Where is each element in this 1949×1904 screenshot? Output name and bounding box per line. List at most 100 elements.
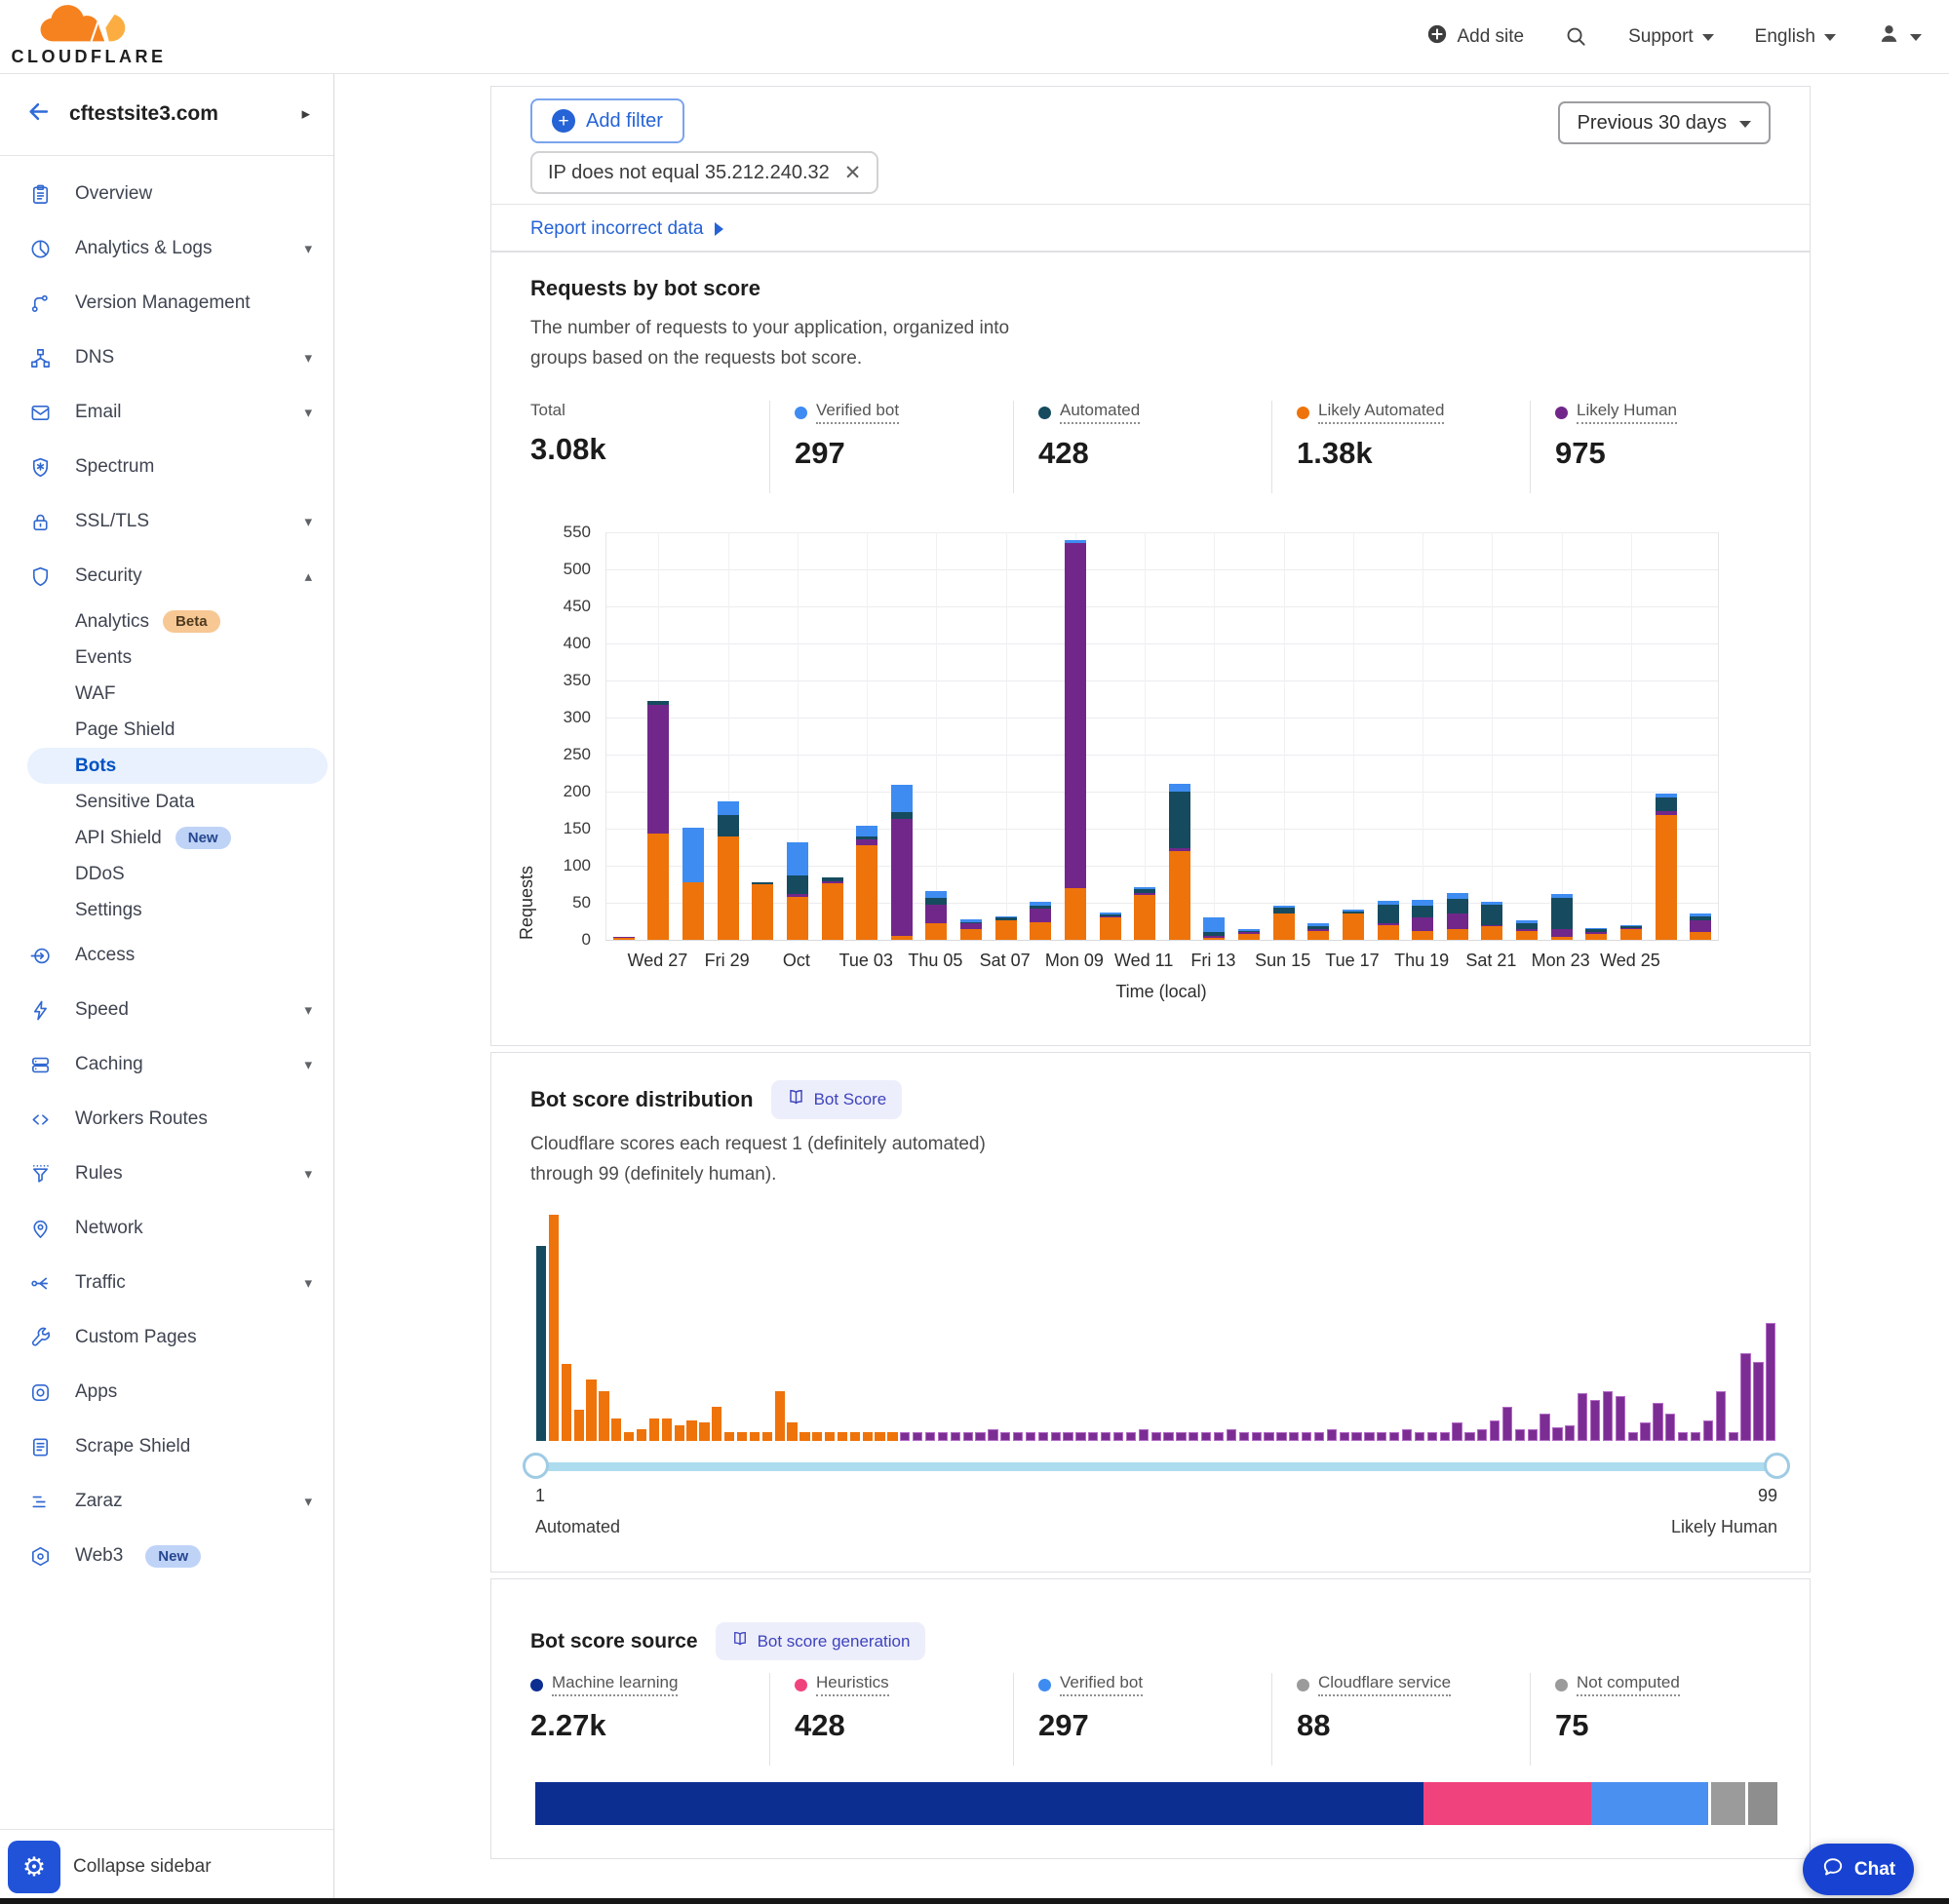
sidebar-item-label: Scrape Shield: [75, 1436, 190, 1457]
bot-score-distribution-card: Bot score distribution Bot Score Cloudfl…: [490, 1052, 1811, 1573]
report-incorrect-data-link[interactable]: Report incorrect data: [530, 218, 703, 240]
sidebar-item-dns[interactable]: DNS▾: [0, 330, 333, 385]
site-name[interactable]: cftestsite3.com: [69, 102, 284, 126]
close-icon[interactable]: ✕: [844, 163, 862, 183]
date-range-select[interactable]: Previous 30 days: [1558, 101, 1771, 144]
back-arrow-icon[interactable]: [25, 98, 52, 130]
sidebar-item-ssl-tls[interactable]: SSL/TLS▾: [0, 494, 333, 549]
screen-bottom-edge: [0, 1898, 1949, 1904]
sidebar-item-workers-routes[interactable]: Workers Routes: [0, 1092, 333, 1146]
card-title: Bot score distribution: [530, 1087, 754, 1112]
slider-handle-max[interactable]: [1764, 1453, 1790, 1479]
language-menu[interactable]: English: [1755, 26, 1836, 48]
sidebar-item-version-management[interactable]: Version Management: [0, 276, 333, 330]
stacked-bar: [1585, 928, 1607, 940]
bot-score-badge[interactable]: Bot Score: [771, 1080, 903, 1119]
bar-segment-likely-automated: [1134, 895, 1155, 940]
chevron-down-icon: ▾: [304, 1001, 312, 1019]
bar-segment-likely-automated: [1343, 913, 1364, 940]
sidebar-item-waf[interactable]: WAF: [0, 676, 333, 712]
sidebar-item-security[interactable]: Security▴: [0, 549, 333, 603]
bar-segment-likely-automated: [856, 845, 877, 940]
bot-score-generation-badge[interactable]: Bot score generation: [716, 1622, 926, 1660]
filter-chip[interactable]: IP does not equal 35.212.240.32 ✕: [530, 151, 878, 194]
histogram-bar: [686, 1420, 696, 1441]
stat-likely-automated: Likely Automated1.38k: [1271, 401, 1530, 493]
code-icon: [29, 1107, 53, 1131]
bot-score-histogram: [535, 1215, 1777, 1441]
sidebar-item-apps[interactable]: Apps: [0, 1365, 333, 1419]
sidebar-item-spectrum[interactable]: Spectrum: [0, 440, 333, 494]
sidebar-item-traffic[interactable]: Traffic▾: [0, 1256, 333, 1310]
sidebar-item-label: Settings: [75, 900, 142, 921]
sidebar-item-custom-pages[interactable]: Custom Pages: [0, 1310, 333, 1365]
histogram-bar: [1063, 1432, 1072, 1441]
histogram-bar: [1665, 1414, 1675, 1441]
sidebar-item-settings[interactable]: Settings: [0, 892, 333, 928]
histogram-bar: [1628, 1432, 1638, 1441]
sidebar-item-overview[interactable]: Overview: [0, 167, 333, 221]
sidebar-item-ddos[interactable]: DDoS: [0, 856, 333, 892]
sidebar-item-rules[interactable]: Rules▾: [0, 1146, 333, 1201]
histogram-bar: [724, 1432, 734, 1441]
bar-segment-likely-automated: [1656, 815, 1677, 940]
support-menu[interactable]: Support: [1628, 26, 1714, 48]
add-site-button[interactable]: Add site: [1426, 23, 1524, 51]
bar-segment-likely-automated: [995, 920, 1017, 940]
bar-segment-likely-automated: [1378, 925, 1399, 940]
histogram-bar: [1139, 1429, 1149, 1441]
score-range-slider[interactable]: [535, 1462, 1777, 1471]
legend-dot: [1555, 407, 1568, 419]
histogram-bar: [624, 1432, 634, 1441]
bar-segment-automated: [1447, 899, 1468, 913]
bot-score-source-card: Bot score source Bot score generation Ma…: [490, 1578, 1811, 1859]
sidebar-item-caching[interactable]: Caching▾: [0, 1037, 333, 1092]
sidebar-item-speed[interactable]: Speed▾: [0, 983, 333, 1037]
sidebar-item-label: Security: [75, 565, 142, 587]
stacked-bar: [1516, 920, 1538, 940]
bar-segment-automated: [1169, 792, 1190, 848]
add-filter-button[interactable]: + Add filter: [530, 98, 684, 143]
sidebar-item-access[interactable]: Access: [0, 928, 333, 983]
bar-segment-likely-human: [1030, 909, 1051, 922]
stat-value: 975: [1555, 436, 1812, 471]
sidebar-nav: OverviewAnalytics & Logs▾ Version Managem…: [0, 156, 333, 1583]
bar-segment-verified-bot: [856, 826, 877, 836]
stack-icon: [29, 1053, 53, 1076]
sidebar-item-web3[interactable]: Web3New: [0, 1529, 333, 1583]
gear-icon[interactable]: ⚙: [8, 1841, 60, 1893]
site-header: cftestsite3.com ▸: [0, 73, 333, 156]
sidebar-item-email[interactable]: Email▾: [0, 385, 333, 440]
chevron-down-icon: [1739, 121, 1751, 128]
stacked-bar: [1447, 893, 1468, 940]
slider-handle-min[interactable]: [523, 1453, 549, 1479]
sidebar-item-api-shield[interactable]: API ShieldNew: [0, 820, 333, 856]
bar-segment-likely-automated: [1238, 934, 1260, 940]
sidebar-item-zaraz[interactable]: Zaraz▾: [0, 1474, 333, 1529]
bar-segment-verified-bot: [1169, 784, 1190, 792]
sidebar-item-sensitive-data[interactable]: Sensitive Data: [0, 784, 333, 820]
sidebar-item-label: Version Management: [75, 292, 251, 314]
histogram-bar: [1364, 1432, 1374, 1441]
sidebar-item-analytics-logs[interactable]: Analytics & Logs▾: [0, 221, 333, 276]
sidebar-item-events[interactable]: Events: [0, 640, 333, 676]
stacked-bar: [718, 801, 739, 940]
stat-label: Likely Human: [1555, 401, 1677, 424]
sidebar-item-network[interactable]: Network: [0, 1201, 333, 1256]
histogram-bar: [1590, 1400, 1600, 1441]
account-menu[interactable]: [1877, 21, 1922, 52]
histogram-bar: [1578, 1393, 1587, 1441]
chevron-right-icon[interactable]: ▸: [301, 104, 310, 124]
histogram-bar: [1502, 1407, 1512, 1441]
bar-segment-likely-automated: [682, 882, 704, 940]
sidebar-item-scrape-shield[interactable]: Scrape Shield: [0, 1419, 333, 1474]
user-icon: [1877, 21, 1901, 52]
search-icon[interactable]: [1565, 25, 1587, 48]
sidebar-item-bots[interactable]: Bots: [27, 748, 328, 784]
sidebar-item-analytics[interactable]: AnalyticsBeta: [0, 603, 333, 640]
sidebar-item-page-shield[interactable]: Page Shield: [0, 712, 333, 748]
cloudflare-logo[interactable]: CLOUDFLARE: [16, 2, 162, 67]
chat-button[interactable]: Chat: [1803, 1844, 1914, 1895]
stat-value: 75: [1555, 1708, 1812, 1743]
collapse-sidebar-button[interactable]: Collapse sidebar: [73, 1856, 212, 1878]
